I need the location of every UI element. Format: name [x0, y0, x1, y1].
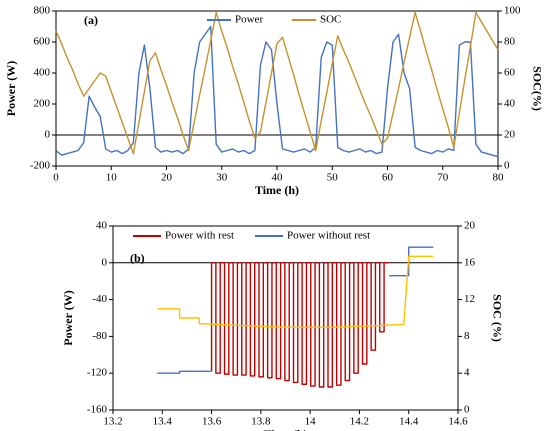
y2-tick-label: 20 [504, 129, 516, 141]
y2-tick-label: 40 [504, 98, 516, 110]
x-axis-title: Time (h) [255, 183, 299, 197]
y-tick-label: 200 [34, 98, 51, 110]
y2-tick-label: 100 [504, 5, 521, 17]
series-line [157, 246, 434, 374]
y2-tick-label: 0 [464, 404, 470, 416]
x-tick-label: 10 [106, 172, 118, 184]
x-tick-label: 13.4 [153, 416, 173, 428]
x-tick-label: 20 [161, 172, 173, 184]
y2-tick-label: 8 [464, 330, 470, 342]
panel-label: (a) [84, 13, 98, 27]
y2-tick-label: 20 [464, 220, 476, 232]
series-line [55, 11, 499, 155]
y-tick-label: 40 [96, 220, 108, 232]
x-tick-label: 14.2 [350, 416, 369, 428]
panel-label: (b) [130, 251, 145, 265]
x-tick-label: 13.8 [251, 416, 271, 428]
y-tick-label: -160 [87, 404, 108, 416]
x-tick-label: 14.6 [448, 416, 468, 428]
y-tick-label: -80 [92, 330, 107, 342]
series-line [55, 25, 499, 158]
y-tick-label: -200 [30, 160, 51, 172]
y2-tick-label: 80 [504, 36, 516, 48]
x-tick-label: 80 [493, 172, 505, 184]
x-tick-label: 40 [272, 172, 284, 184]
x-tick-label: 60 [382, 172, 394, 184]
y2-tick-label: 16 [464, 256, 476, 268]
y2-tick-label: 4 [464, 367, 470, 379]
y-tick-label: 600 [34, 36, 51, 48]
x-tick-label: 0 [53, 172, 59, 184]
y-tick-label: 800 [34, 5, 51, 17]
y-axis-title: Power (W) [61, 290, 75, 345]
x-tick-label: 13.2 [103, 416, 122, 428]
series-line [157, 255, 434, 328]
x-tick-label: 13.6 [202, 416, 222, 428]
x-tick-label: 14 [305, 416, 317, 428]
x-tick-label: 70 [437, 172, 449, 184]
x-tick-label: 14.4 [399, 416, 419, 428]
y-tick-label: 0 [45, 129, 51, 141]
series-line [210, 262, 389, 388]
legend-label: Power [235, 14, 263, 26]
plot-frame [112, 225, 459, 411]
y-tick-label: 0 [102, 256, 108, 268]
y2-axis-title: SOC(%) [530, 66, 544, 111]
y2-tick-label: 12 [464, 293, 475, 305]
y-tick-label: 400 [34, 67, 51, 79]
plot-frame [55, 10, 499, 167]
y2-axis-title: SOC (%) [490, 294, 504, 342]
y2-tick-label: 60 [504, 67, 516, 79]
legend-label: Power without rest [287, 230, 370, 242]
y-tick-label: -120 [87, 367, 108, 379]
x-tick-label: 50 [327, 172, 339, 184]
legend-label: Power with rest [165, 230, 234, 242]
y-tick-label: -40 [92, 293, 107, 305]
y-axis-title: Power (W) [4, 61, 18, 116]
legend-label: SOC [320, 14, 341, 26]
y2-tick-label: 0 [504, 160, 510, 172]
x-axis-title: Time (h) [263, 427, 307, 431]
x-tick-label: 30 [216, 172, 228, 184]
